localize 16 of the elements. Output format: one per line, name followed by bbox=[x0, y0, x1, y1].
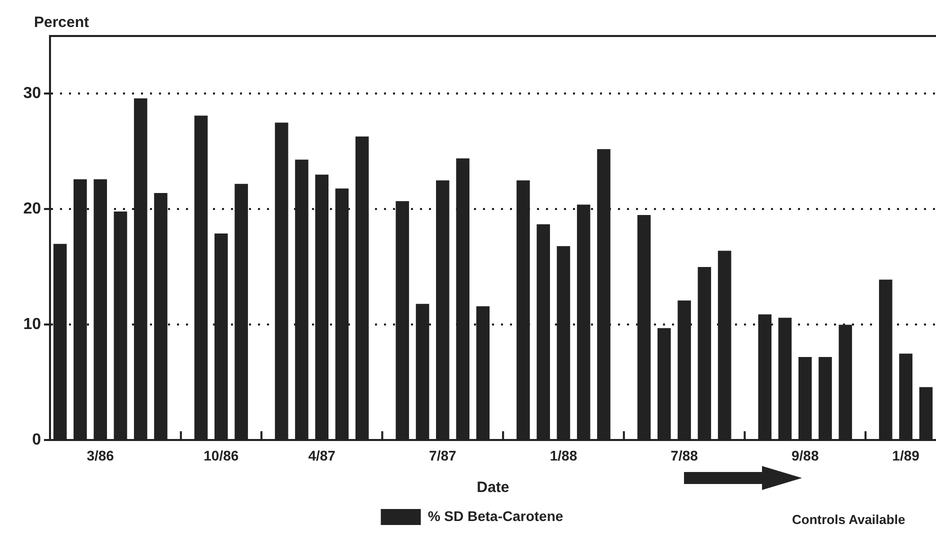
y-tick-label: 30 bbox=[23, 85, 42, 102]
x-tick-label: 4/87 bbox=[308, 447, 336, 464]
text: Controls Available bbox=[792, 512, 906, 527]
x-tick-label: 1/88 bbox=[550, 447, 578, 464]
x-tick-label: 7/88 bbox=[670, 447, 698, 464]
x-tick-label: 9/88 bbox=[791, 447, 819, 464]
x-axis-title: Date bbox=[476, 479, 510, 496]
y-axis-title: Percent bbox=[34, 14, 90, 31]
x-tick-label: 7/87 bbox=[429, 447, 456, 464]
y-tick-label: 10 bbox=[23, 316, 42, 334]
y-tick-label: 20 bbox=[23, 200, 42, 218]
x-tick-label: 10/86 bbox=[204, 447, 239, 464]
legend-label: % SD Beta-Carotene bbox=[428, 508, 564, 524]
x-tick-label: 1/89 bbox=[892, 447, 920, 464]
y-tick-label: 0 bbox=[32, 432, 42, 449]
x-tick-label: 3/86 bbox=[86, 447, 114, 464]
